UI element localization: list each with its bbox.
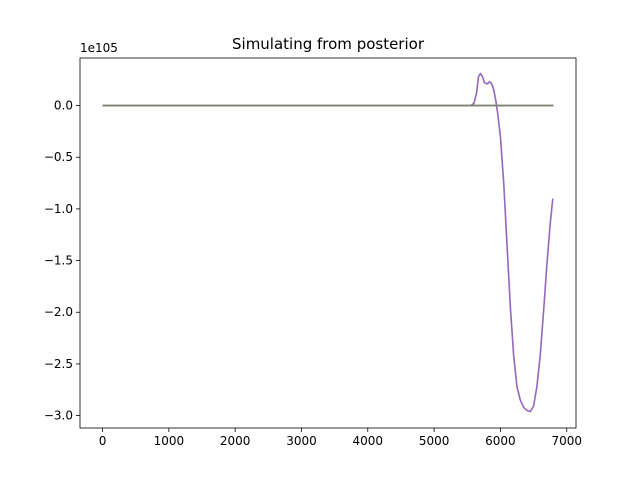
chart-title: Simulating from posterior	[232, 35, 425, 53]
axes-frame	[79, 57, 577, 429]
x-tick-label: 0	[99, 434, 107, 448]
y-axis-offset-label: 1e105	[80, 41, 118, 55]
x-tick-label: 5000	[419, 434, 450, 448]
series-layer	[102, 72, 554, 413]
x-tick-label: 2000	[220, 434, 251, 448]
y-tick-label: −2.5	[44, 357, 73, 371]
y-tick-label: −1.5	[44, 254, 73, 268]
axis-ticks: 0 1000 2000 3000 4000 5000 6000 7000 0.0 −0.5 −1.0…	[44, 99, 582, 448]
x-tick-label: 4000	[353, 434, 384, 448]
y-tick-label: −3.0	[44, 409, 73, 423]
y-tick-label: 0.0	[54, 99, 73, 113]
y-tick-label: −2.0	[44, 305, 73, 319]
x-tick-label: 3000	[286, 434, 317, 448]
x-tick-label: 7000	[551, 434, 582, 448]
y-tick-label: −0.5	[44, 150, 73, 164]
x-tick-label: 1000	[154, 434, 185, 448]
y-tick-label: −1.0	[44, 202, 73, 216]
x-tick-label: 6000	[485, 434, 516, 448]
